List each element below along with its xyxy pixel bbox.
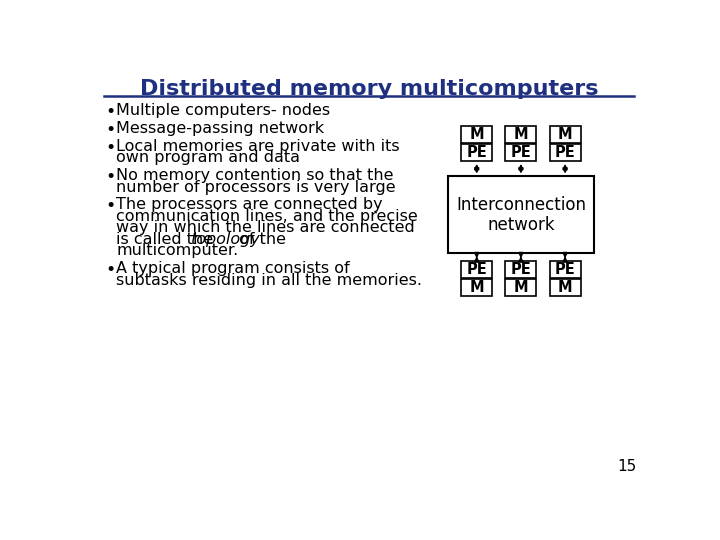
Text: subtasks residing in all the memories.: subtasks residing in all the memories. bbox=[117, 273, 423, 288]
Bar bbox=[462, 126, 492, 143]
Text: The processors are connected by: The processors are connected by bbox=[117, 197, 383, 212]
Bar bbox=[549, 279, 580, 296]
Text: •: • bbox=[106, 261, 116, 279]
Text: of the: of the bbox=[234, 232, 286, 247]
Text: M: M bbox=[469, 280, 484, 295]
Text: 15: 15 bbox=[617, 460, 636, 475]
Text: M: M bbox=[558, 280, 572, 295]
Text: PE: PE bbox=[554, 262, 575, 277]
Text: •: • bbox=[106, 103, 116, 122]
Bar bbox=[505, 126, 536, 143]
Bar bbox=[462, 144, 492, 161]
Bar bbox=[462, 279, 492, 296]
Text: •: • bbox=[106, 121, 116, 139]
Text: No memory contention so that the: No memory contention so that the bbox=[117, 168, 394, 183]
Text: M: M bbox=[513, 280, 528, 295]
Text: Distributed memory multicomputers: Distributed memory multicomputers bbox=[140, 79, 598, 99]
Text: PE: PE bbox=[510, 145, 531, 160]
Bar bbox=[549, 126, 580, 143]
Text: •: • bbox=[106, 197, 116, 215]
Text: M: M bbox=[558, 127, 572, 143]
Text: is called the: is called the bbox=[117, 232, 219, 247]
Text: •: • bbox=[106, 139, 116, 157]
Text: own program and data: own program and data bbox=[117, 150, 300, 165]
Bar bbox=[505, 261, 536, 278]
Text: Multiple computers- nodes: Multiple computers- nodes bbox=[117, 103, 330, 118]
Text: PE: PE bbox=[510, 262, 531, 277]
Bar bbox=[448, 177, 594, 253]
Text: A typical program consists of: A typical program consists of bbox=[117, 261, 350, 276]
Text: Message-passing network: Message-passing network bbox=[117, 121, 325, 136]
Text: PE: PE bbox=[467, 262, 487, 277]
Text: •: • bbox=[106, 168, 116, 186]
Text: way in which the lines are connected: way in which the lines are connected bbox=[117, 220, 415, 235]
Text: PE: PE bbox=[554, 145, 575, 160]
Text: number of processors is very large: number of processors is very large bbox=[117, 179, 396, 194]
Text: PE: PE bbox=[467, 145, 487, 160]
Bar bbox=[549, 144, 580, 161]
Bar bbox=[505, 279, 536, 296]
Text: communication lines, and the precise: communication lines, and the precise bbox=[117, 209, 418, 224]
Text: topology: topology bbox=[192, 232, 261, 247]
Bar bbox=[549, 261, 580, 278]
Text: Interconnection
network: Interconnection network bbox=[456, 195, 586, 234]
Text: M: M bbox=[513, 127, 528, 143]
Text: M: M bbox=[469, 127, 484, 143]
Text: multicomputer.: multicomputer. bbox=[117, 244, 238, 259]
Bar bbox=[462, 261, 492, 278]
Text: Local memories are private with its: Local memories are private with its bbox=[117, 139, 400, 154]
Bar bbox=[505, 144, 536, 161]
